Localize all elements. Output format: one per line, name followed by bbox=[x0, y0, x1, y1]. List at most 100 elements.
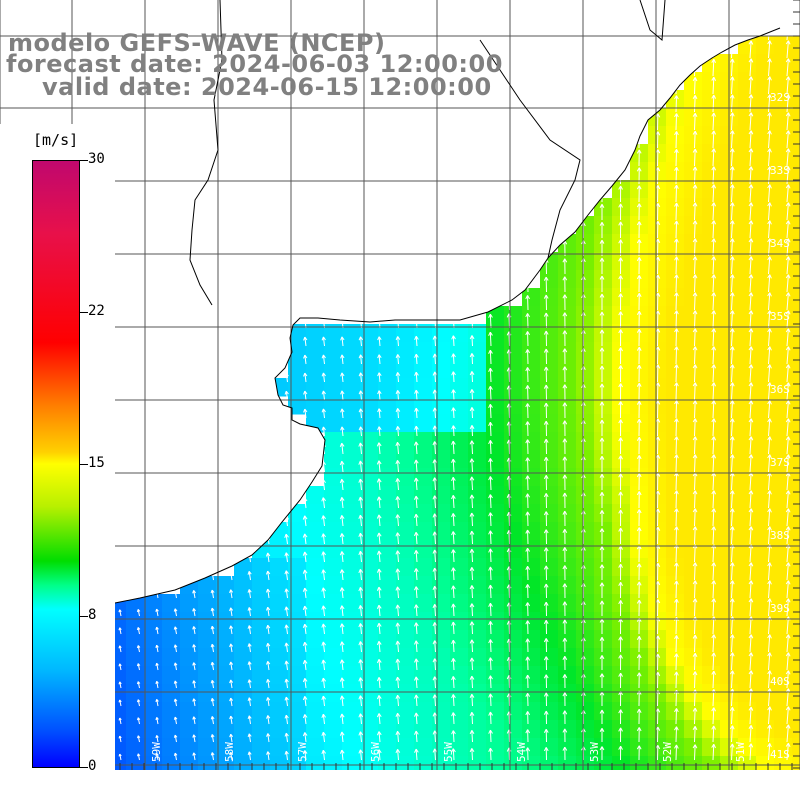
wind-arrow bbox=[543, 656, 549, 671]
wind-arrow bbox=[636, 149, 642, 167]
colorbar-label: 8 bbox=[88, 607, 97, 623]
wind-arrow bbox=[748, 346, 754, 365]
field-cell bbox=[396, 666, 415, 685]
field-cell bbox=[540, 630, 559, 649]
wind-arrow bbox=[636, 257, 642, 275]
wind-arrow bbox=[284, 624, 289, 635]
wind-arrow bbox=[488, 476, 493, 491]
field-cell bbox=[792, 540, 800, 559]
field-cell bbox=[342, 342, 361, 361]
wind-arrow bbox=[488, 566, 493, 581]
wind-arrow bbox=[339, 515, 345, 527]
field-cell bbox=[234, 630, 253, 649]
field-cell bbox=[522, 630, 541, 649]
field-cell bbox=[414, 720, 433, 739]
field-cell bbox=[342, 378, 361, 397]
field-cell bbox=[342, 720, 361, 739]
wind-arrow bbox=[543, 638, 549, 653]
wind-arrow bbox=[767, 328, 772, 347]
field-cell bbox=[360, 648, 379, 667]
wind-arrow bbox=[692, 202, 698, 221]
longitude-label: 53W bbox=[588, 742, 601, 762]
wind-arrow bbox=[636, 599, 642, 617]
field-cell bbox=[414, 432, 433, 451]
wind-arrow bbox=[767, 634, 772, 653]
wind-arrow bbox=[284, 570, 289, 581]
field-cell bbox=[378, 594, 397, 613]
field-cell bbox=[648, 342, 667, 361]
wind-arrow bbox=[785, 706, 791, 725]
wind-arrow bbox=[599, 709, 605, 725]
field-cell bbox=[612, 252, 631, 271]
field-cell bbox=[738, 378, 757, 397]
field-cell bbox=[612, 432, 631, 451]
wind-arrow bbox=[432, 477, 438, 491]
wind-arrow bbox=[711, 220, 717, 239]
wind-arrow bbox=[265, 570, 271, 581]
field-cell bbox=[558, 648, 577, 667]
wind-arrow bbox=[785, 112, 791, 131]
wind-arrow bbox=[562, 348, 568, 365]
field-cell bbox=[504, 504, 523, 523]
wind-arrow bbox=[729, 707, 735, 725]
field-cell bbox=[342, 324, 361, 343]
wind-arrow bbox=[767, 112, 772, 131]
field-cell bbox=[360, 630, 379, 649]
field-cell bbox=[540, 720, 559, 739]
wind-arrow bbox=[413, 477, 419, 491]
field-cell bbox=[558, 558, 577, 577]
wind-arrow bbox=[543, 366, 549, 383]
field-cell bbox=[612, 378, 631, 397]
field-cell bbox=[234, 612, 253, 631]
wind-arrow bbox=[488, 584, 493, 599]
wind-arrow bbox=[321, 336, 326, 347]
wind-arrow bbox=[432, 730, 438, 743]
field-cell bbox=[342, 666, 361, 685]
wind-arrow bbox=[247, 643, 252, 653]
field-cell bbox=[792, 702, 800, 721]
wind-arrow bbox=[767, 562, 772, 581]
field-cell bbox=[540, 432, 559, 451]
field-cell bbox=[342, 504, 361, 523]
field-cell bbox=[288, 684, 307, 703]
field-cell bbox=[360, 576, 379, 595]
field-cell bbox=[666, 468, 685, 487]
field-cell bbox=[558, 522, 577, 541]
field-cell bbox=[234, 702, 253, 721]
wind-arrow bbox=[729, 490, 735, 509]
wind-arrow bbox=[339, 533, 345, 545]
field-cell bbox=[648, 306, 667, 325]
field-cell bbox=[216, 684, 235, 703]
field-cell bbox=[468, 432, 487, 451]
wind-arrow bbox=[414, 694, 419, 707]
wind-arrow bbox=[432, 513, 438, 527]
wind-arrow bbox=[358, 605, 364, 617]
field-cell bbox=[270, 684, 289, 703]
field-cell bbox=[360, 468, 379, 487]
field-cell bbox=[756, 360, 775, 379]
field-cell bbox=[666, 648, 685, 667]
field-cell bbox=[324, 738, 343, 757]
latitude-label: 32S bbox=[770, 91, 790, 104]
wind-arrow bbox=[469, 657, 475, 671]
wind-arrow bbox=[674, 726, 679, 743]
wind-arrow bbox=[451, 476, 456, 491]
wind-arrow bbox=[525, 313, 530, 329]
field-cell bbox=[792, 180, 800, 199]
field-cell bbox=[396, 612, 415, 631]
wind-arrow bbox=[469, 425, 475, 437]
field-cell bbox=[666, 234, 685, 253]
wind-arrow bbox=[748, 364, 754, 383]
field-cell bbox=[486, 684, 505, 703]
field-cell bbox=[702, 324, 721, 343]
wind-arrow bbox=[674, 256, 679, 275]
wind-arrow bbox=[525, 584, 531, 599]
field-cell bbox=[468, 702, 487, 721]
wind-arrow bbox=[748, 238, 754, 257]
wind-arrow bbox=[785, 418, 791, 437]
wind-arrow bbox=[674, 310, 679, 329]
wind-arrow bbox=[488, 313, 493, 329]
field-cell bbox=[468, 666, 487, 685]
wind-arrow bbox=[562, 692, 568, 707]
wind-arrow bbox=[599, 618, 605, 635]
